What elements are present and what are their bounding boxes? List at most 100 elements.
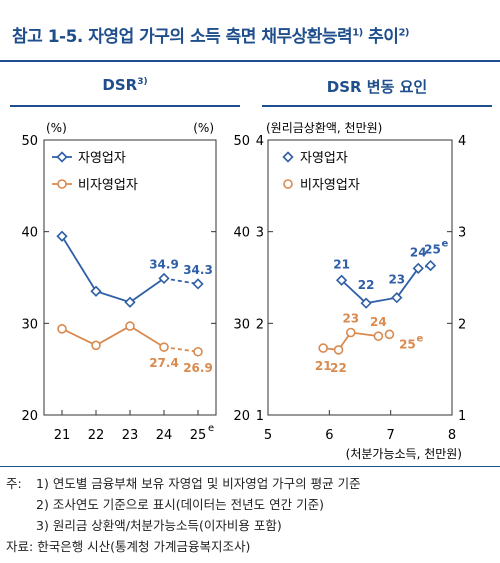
note-text: 조사연도 기준으로 표시(데이터는 전년도 연간 기준) — [52, 497, 324, 512]
left-y-extra-tick-label: 30 — [233, 317, 250, 332]
source-text: 한국은행 시산(통계청 가계금융복지조사) — [37, 539, 251, 554]
data-label: 24 — [370, 315, 387, 329]
left-panel-title-footnote: 3) — [137, 77, 148, 87]
legend-marker — [56, 151, 68, 163]
data-point — [391, 292, 403, 304]
x-tick-label: 21 — [54, 428, 71, 443]
right-plot-frame — [267, 139, 453, 416]
title-footnote-2: 2) — [398, 27, 409, 39]
data-label: 34.9 — [149, 257, 179, 271]
title-text: 참고 1-5. 자영업 가구의 소득 측면 채무상환능력 — [12, 27, 353, 47]
left-y-extra-tick-label: 50 — [233, 134, 250, 149]
title-divider — [0, 60, 500, 62]
series-line-segment — [95, 325, 131, 347]
series-line-segment — [163, 346, 199, 353]
title-suffix: 추이 — [362, 27, 399, 47]
left-y-tick-label: 30 — [21, 317, 38, 332]
series-line-segment — [340, 279, 367, 304]
series-line-segment — [129, 277, 165, 303]
left-y-tick-label: 4 — [256, 134, 264, 149]
data-label: 23 — [342, 312, 359, 326]
series-line-segment — [129, 325, 165, 348]
series-line-segment — [396, 267, 419, 299]
data-point — [360, 297, 372, 309]
legend-marker — [283, 179, 293, 189]
right-y-tick-label: 3 — [458, 226, 466, 241]
right-panel-divider — [262, 105, 492, 107]
data-point — [124, 296, 136, 308]
data-point — [57, 324, 67, 334]
left-y-tick-label: 20 — [21, 409, 38, 424]
left-y-tick-label: 40 — [21, 226, 38, 241]
right-panel-title-text: DSR 변동 요인 — [326, 78, 428, 96]
x-tick-label: 23 — [122, 428, 139, 443]
series-line-segment — [163, 277, 199, 285]
data-label: 27.4 — [149, 356, 179, 370]
data-label: 22 — [358, 278, 375, 292]
data-point — [159, 342, 169, 352]
legend-marker — [282, 151, 294, 163]
x-tick-label: 25 — [190, 428, 207, 443]
note-number: 2) — [36, 497, 49, 512]
left-panel-divider — [10, 105, 240, 107]
data-point — [412, 262, 424, 274]
left-y-tick-label: 3 — [256, 226, 264, 241]
note-text: 연도별 금융부채 보유 자영업 및 비자영업 가구의 평균 기준 — [52, 476, 361, 491]
data-point — [125, 321, 135, 331]
note-text: 원리금 상환액/처분가능소득(이자비용 포함) — [52, 518, 282, 533]
legend-label: 비자영업자 — [300, 178, 360, 193]
data-label-suffix: e — [442, 239, 449, 250]
data-point — [318, 343, 329, 353]
source-prefix: 자료: — [6, 539, 34, 554]
data-point — [193, 346, 203, 357]
series-line-segment — [61, 328, 97, 347]
footnotes: 주: 1) 연도별 금융부채 보유 자영업 및 비자영업 가구의 평균 기준 2)… — [6, 473, 496, 557]
series-line-segment — [95, 290, 131, 304]
legend-marker — [57, 179, 67, 189]
left-y-tick-label: 50 — [21, 134, 38, 149]
x-tick-label: 22 — [88, 428, 105, 443]
data-point — [333, 345, 344, 355]
note-prefix: 주: — [6, 476, 22, 491]
data-point — [56, 230, 68, 242]
right-panel-title: DSR 변동 요인 — [262, 76, 492, 102]
data-point — [384, 329, 395, 340]
source-line: 자료: 한국은행 시산(통계청 가계금융복지조사) — [6, 536, 496, 557]
note-number: 3) — [36, 518, 49, 533]
footnote-3: 3) 원리금 상환액/처분가능소득(이자비용 포함) — [6, 515, 496, 536]
data-point — [345, 327, 356, 338]
data-label: 25 — [399, 337, 416, 351]
x-tick-label: 7 — [387, 428, 395, 443]
x-tick-label: 6 — [325, 428, 333, 443]
data-point — [91, 340, 101, 351]
data-label: 23 — [388, 273, 405, 287]
data-label-suffix: e — [416, 333, 423, 344]
data-label: 22 — [330, 361, 347, 375]
footnote-2: 2) 조사연도 기준으로 표시(데이터는 전년도 연간 기준) — [6, 494, 496, 515]
right-y-tick-label: 1 — [458, 409, 466, 424]
data-point — [158, 272, 170, 285]
data-label: 25 — [424, 243, 441, 257]
legend-label: 자영업자 — [300, 151, 348, 166]
x-axis-unit: (처분가능소득, 천만원) — [346, 446, 462, 461]
x-tick-label: 24 — [156, 428, 173, 443]
right-y-tick-label: 2 — [458, 317, 466, 332]
left-y-extra-tick-label: 20 — [233, 409, 250, 424]
left-panel-title-text: DSR — [102, 76, 138, 94]
left-y-tick-label: 1 — [256, 409, 264, 424]
data-label: 24 — [410, 245, 427, 259]
data-point — [373, 331, 384, 341]
data-point — [424, 259, 437, 272]
y-axis-unit: (원리금상환액, 천만원) — [266, 120, 382, 135]
right-y-tick-label: 4 — [458, 134, 466, 149]
left-panel-title: DSR3) — [10, 76, 240, 102]
note-number: 1) — [36, 476, 49, 491]
x-tick-label: 5 — [264, 428, 272, 443]
x-tick-label-suffix: e — [208, 423, 214, 434]
data-point — [335, 274, 348, 286]
left-y-extra-tick-label: 40 — [233, 226, 250, 241]
page-title: 참고 1-5. 자영업 가구의 소득 측면 채무상환능력1) 추이2) — [12, 22, 492, 47]
footnote-1: 주: 1) 연도별 금융부채 보유 자영업 및 비자영업 가구의 평균 기준 — [6, 473, 496, 494]
legend-label: 자영업자 — [78, 151, 126, 166]
data-point — [192, 278, 204, 290]
